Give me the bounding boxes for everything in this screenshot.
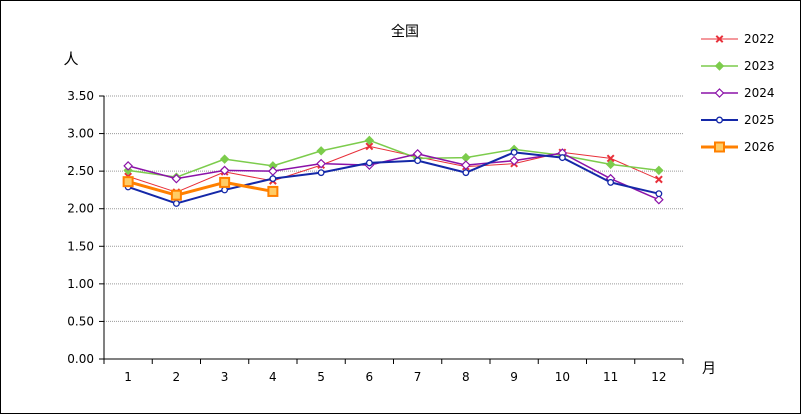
data-point [509, 155, 519, 166]
legend-marker [714, 88, 725, 98]
y-tick-label: 1.50 [67, 239, 94, 253]
data-point [605, 159, 616, 170]
y-axis-label: 人 [63, 50, 78, 68]
y-tick-label: 2.00 [67, 202, 94, 216]
data-point [221, 186, 229, 194]
legend-label: 2022 [744, 32, 775, 46]
data-point [219, 165, 230, 176]
data-point [219, 154, 230, 164]
x-tick-label: 10 [555, 370, 570, 384]
legend-marker [714, 141, 725, 153]
legend-item-2023: 2023 [701, 59, 775, 73]
data-point [172, 200, 180, 207]
data-point [414, 157, 422, 165]
data-point [654, 175, 663, 184]
y-tick-labels: 0.00 0.50 1.00 1.50 2.00 2.50 3.00 3.50 [67, 89, 94, 366]
data-point [267, 185, 279, 197]
data-point [170, 189, 182, 201]
data-point [461, 160, 471, 170]
series-line-2022 [127, 145, 660, 193]
series-2025 [124, 148, 663, 207]
x-axis-label: 月 [702, 361, 716, 377]
data-point [317, 169, 325, 177]
y-tick-label: 1.00 [67, 277, 94, 291]
data-point [510, 148, 518, 156]
data-point [316, 146, 326, 156]
data-point [123, 161, 133, 171]
x-tick-labels: 1 2 3 4 5 6 7 8 9 10 11 12 [124, 370, 666, 384]
data-point [607, 178, 615, 186]
data-point [268, 166, 278, 176]
data-point [365, 142, 374, 151]
legend-label: 2024 [744, 86, 775, 100]
legend-item-2026: 2026 [701, 140, 775, 154]
series-group [122, 135, 664, 207]
y-tick-label: 3.00 [67, 127, 94, 141]
legend-item-2022: 2022 [701, 32, 775, 46]
data-point [462, 169, 470, 177]
gridlines [104, 95, 683, 322]
x-tick-label: 2 [173, 370, 181, 384]
data-point [558, 154, 566, 162]
series-line-2026 [127, 180, 274, 197]
legend-label: 2026 [744, 140, 775, 154]
x-tick-label: 5 [317, 370, 325, 384]
data-point [316, 158, 326, 169]
data-point [365, 159, 373, 167]
legend-item-2025: 2025 [701, 113, 775, 127]
series-line-2025 [127, 151, 660, 205]
data-point [269, 175, 277, 183]
axes [99, 95, 684, 364]
data-point [654, 194, 664, 205]
x-tick-label: 1 [124, 370, 132, 384]
chart-title: 全国 [391, 23, 419, 40]
data-point [655, 190, 663, 198]
x-tick-label: 8 [462, 370, 470, 384]
data-point [606, 154, 615, 163]
legend-marker [715, 35, 724, 43]
x-tick-label: 6 [366, 370, 374, 384]
legend-label: 2025 [744, 113, 775, 127]
y-tick-label: 2.50 [67, 164, 94, 178]
legend: 2022 2023 2024 2025 2026 [701, 32, 775, 154]
y-tick-label: 0.50 [67, 314, 94, 328]
data-point [171, 173, 182, 184]
x-tick-label: 7 [414, 370, 422, 384]
series-2026 [122, 176, 279, 201]
data-point [654, 165, 664, 176]
x-tick-label: 12 [651, 370, 666, 384]
legend-item-2024: 2024 [701, 86, 775, 100]
y-tick-label: 3.50 [67, 89, 94, 103]
legend-label: 2023 [744, 59, 775, 73]
data-point [364, 135, 375, 146]
legend-marker [714, 61, 725, 71]
data-point [219, 176, 231, 188]
x-tick-label: 11 [603, 370, 618, 384]
x-tick-label: 4 [269, 370, 277, 384]
y-tick-label: 0.00 [67, 352, 94, 366]
x-tick-label: 9 [510, 370, 518, 384]
series-line-2024 [127, 152, 660, 201]
legend-marker [716, 116, 723, 124]
x-tick-label: 3 [221, 370, 229, 384]
data-point [122, 176, 134, 188]
